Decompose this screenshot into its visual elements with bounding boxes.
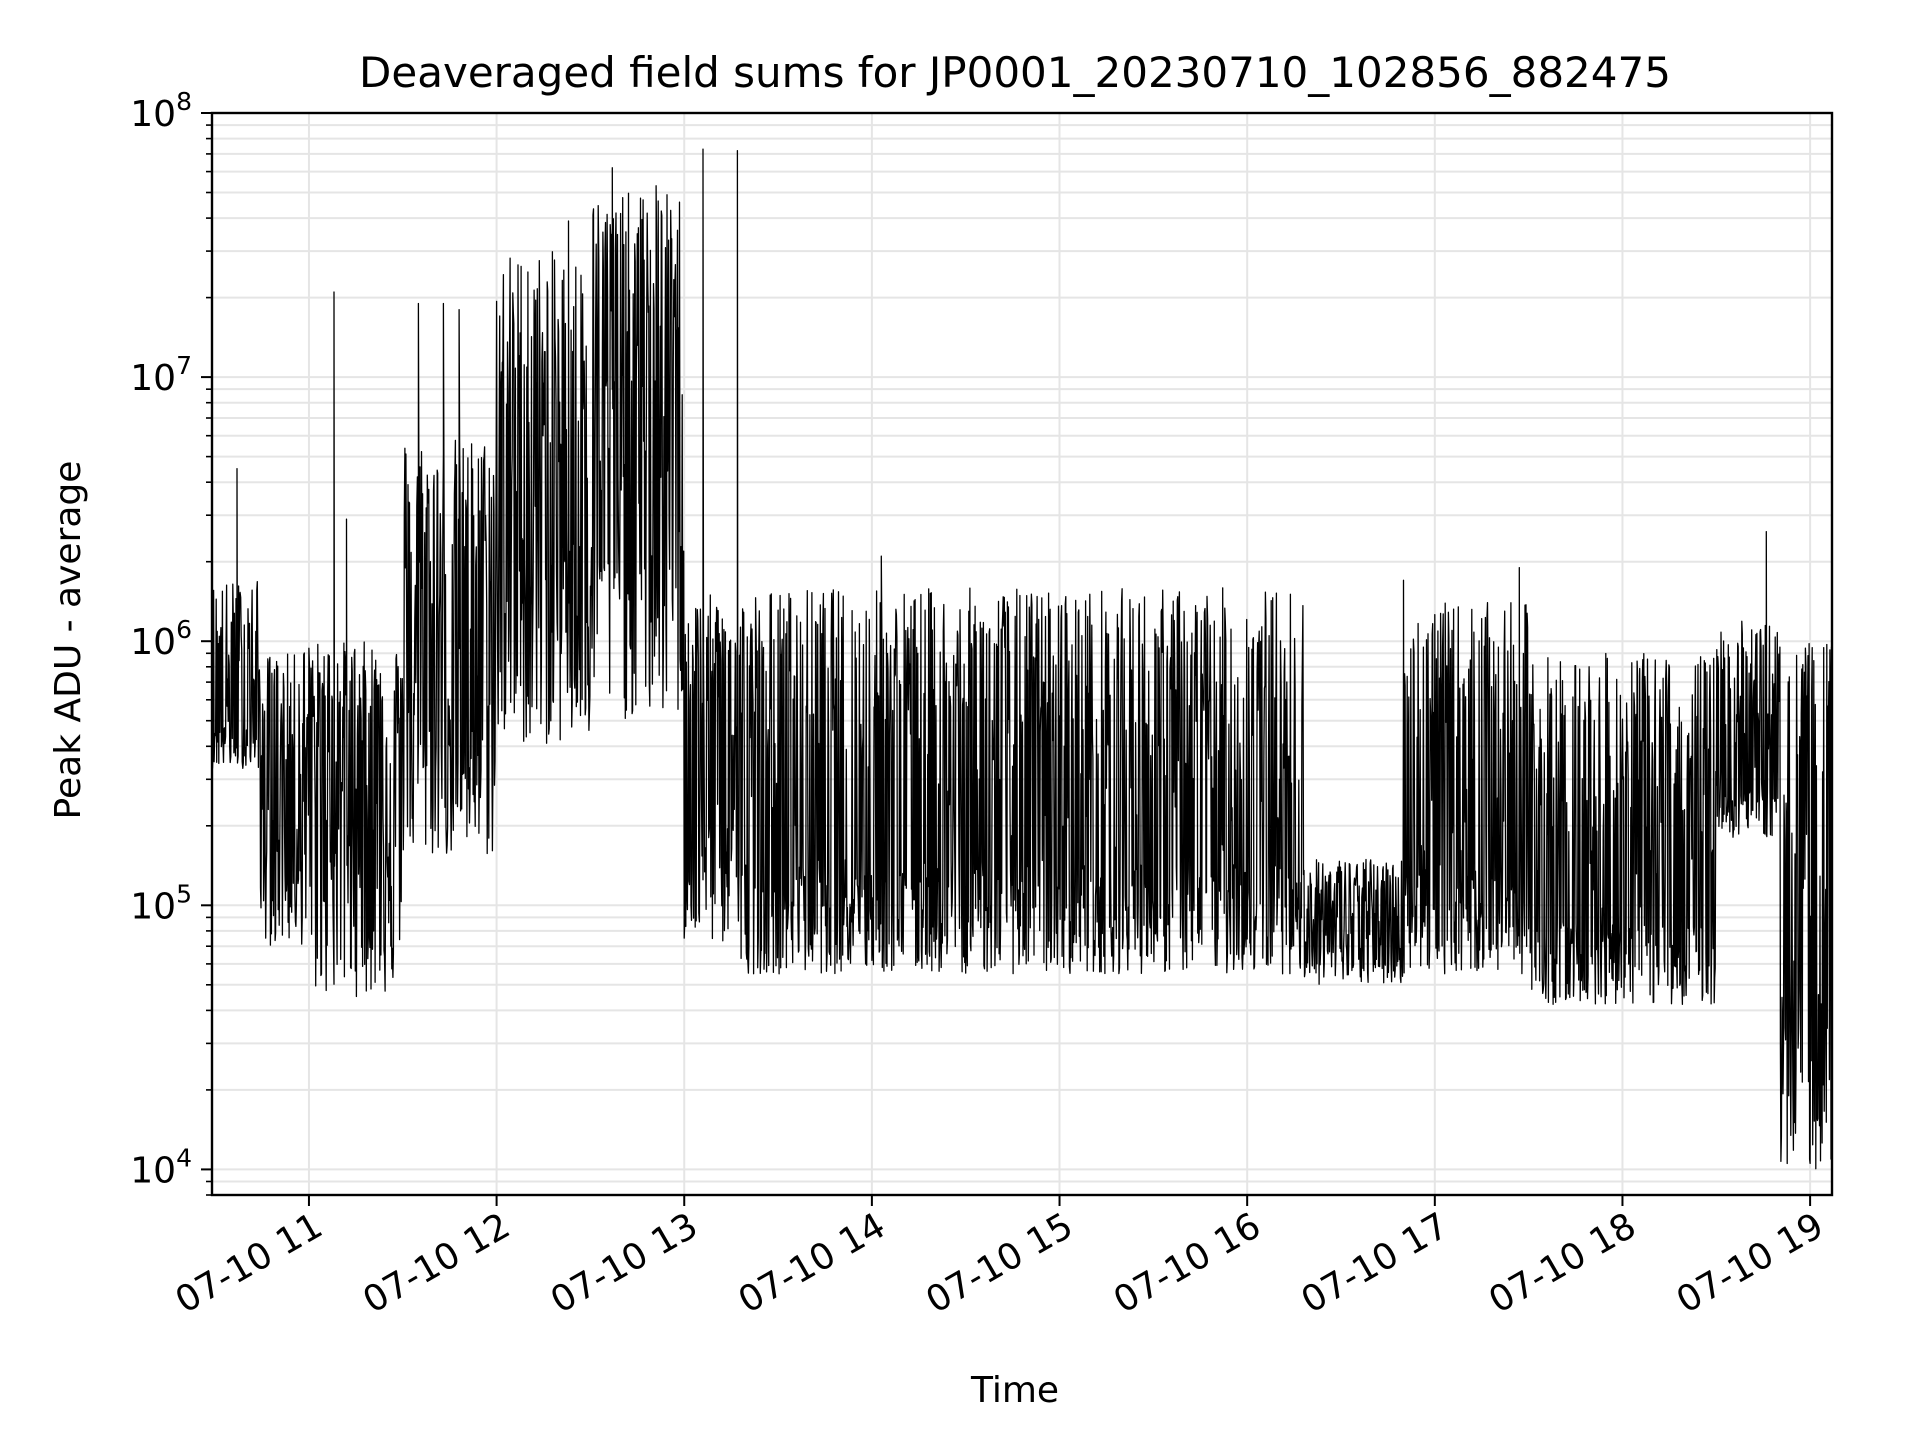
x-tick-label: 07-10 12 (356, 1205, 517, 1321)
x-tick-label: 07-10 14 (732, 1205, 893, 1321)
grid-layer (212, 112, 1832, 1196)
x-tick-label: 07-10 18 (1482, 1205, 1643, 1321)
y-tick-base: 10 (130, 886, 176, 927)
y-tick-exponent: 4 (176, 1143, 192, 1172)
x-tick-label: 07-10 17 (1295, 1205, 1456, 1321)
x-tick-label: 07-10 11 (169, 1205, 330, 1321)
x-tick-label: 07-10 16 (1107, 1205, 1268, 1321)
y-axis-label: Peak ADU - average (48, 461, 89, 820)
series-layer (211, 148, 1833, 1170)
chart-title: Deaveraged field sums for JP0001_2023071… (359, 48, 1671, 97)
y-tick-label: 106 (130, 615, 192, 663)
y-tick-exponent: 5 (176, 879, 192, 908)
y-tick-base: 10 (130, 358, 176, 399)
y-tick-exponent: 7 (176, 351, 192, 380)
y-tick-label: 108 (130, 87, 192, 135)
x-tick-label: 07-10 19 (1670, 1205, 1831, 1321)
y-tick-label: 107 (130, 351, 192, 399)
y-tick-label: 104 (130, 1143, 192, 1191)
y-tick-base: 10 (130, 1150, 176, 1191)
x-tick-label: 07-10 13 (544, 1205, 705, 1321)
y-tick-exponent: 6 (176, 615, 192, 644)
x-axis-label: Time (970, 1370, 1059, 1411)
y-tick-base: 10 (130, 94, 176, 135)
x-tick-label: 07-10 15 (919, 1205, 1080, 1321)
y-tick-base: 10 (130, 622, 176, 663)
series-line (211, 148, 1833, 1170)
y-tick-exponent: 8 (176, 87, 192, 116)
y-tick-label: 105 (130, 879, 192, 927)
